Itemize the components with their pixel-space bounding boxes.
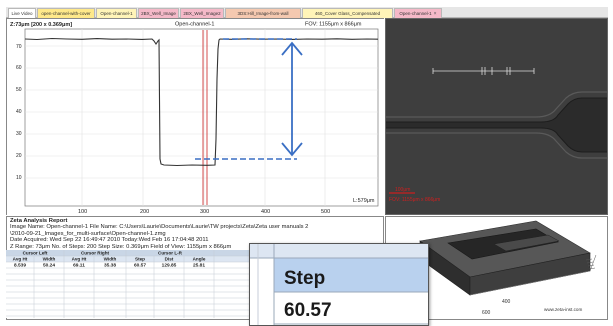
arrow-head-up [281, 41, 303, 56]
zoom-step-header: Step [284, 268, 325, 289]
report-date: Date Acquired: Wed Sep 22 16:49:47 2010 … [10, 237, 209, 243]
tab-label: 3DS:Hill_Image-from-wall [237, 11, 289, 16]
column-header: Width [43, 257, 56, 262]
y-tick-label: 30 [16, 131, 22, 137]
tab-label: 460_Cover Glass_Compensated [314, 11, 381, 16]
plot-title: Open-channel-1 [175, 22, 214, 28]
axis-tick-400: 400 [502, 299, 511, 305]
report-image-name: Image Name: Open-channel-1 File Name: C:… [10, 224, 309, 230]
microscope-image: 100μm FOV: 1155μm x 866μm [386, 19, 607, 214]
x-tick-label: 400 [261, 209, 270, 215]
column-header: Avg Ht [13, 257, 28, 262]
plot-area [24, 28, 379, 207]
x-gridlines [81, 29, 326, 206]
tab-open-channel-1-active[interactable]: Open-channel-1 × [394, 8, 442, 18]
column-header: Avg Ht [72, 257, 87, 262]
scale-label: 100μm [395, 187, 410, 193]
y-gridlines [25, 45, 378, 179]
y-tick-labels: 70 60 50 40 30 20 10 [16, 44, 22, 181]
tab-label: open-channel-with-cover [41, 11, 91, 16]
table-cell: 50.24 [43, 263, 55, 269]
tab-open-channel-with-cover[interactable]: open-channel-with-cover [37, 8, 95, 18]
microscope-image-panel: 100μm FOV: 1155μm x 866μm [385, 18, 608, 215]
report-title: Zeta Analysis Report [10, 218, 68, 224]
table-cell: 8.539 [14, 263, 26, 269]
length-label: L:579μm [353, 198, 375, 204]
document-tab-strip: Live Video open-channel-with-cover Open-… [6, 7, 608, 18]
x-tick-label: 100 [78, 209, 87, 215]
column-header: Angle [193, 257, 206, 262]
report-z-range: Z Range: 73μm No. of Steps: 200 Step Siz… [10, 243, 232, 250]
tab-label: 2BX_Well_Image [141, 11, 176, 16]
tab-label: Open-channel-1 [100, 11, 133, 16]
tab-label: Open-channel-1 [399, 11, 432, 16]
report-file-path: \2010-09-21_Images_for_multi-surface\Ope… [10, 230, 166, 237]
micro-fov-label: FOV: 1155μm x 866μm [389, 197, 440, 203]
z-range-label: Z:73μm [200 x 0.369μm] [10, 22, 72, 28]
step-zoom-callout: Step 60.57 [249, 243, 429, 326]
table-cell: 69.11 [73, 263, 85, 269]
table-cell: 129.85 [162, 263, 177, 269]
column-header: Width [104, 257, 117, 262]
tab-live-video[interactable]: Live Video [8, 8, 36, 18]
close-icon[interactable]: × [433, 11, 437, 17]
results-table: Cursor Left Cursor Right Cursor L-R Avg … [6, 250, 258, 318]
tab-open-channel-1[interactable]: Open-channel-1 [96, 8, 137, 18]
y-tick-label: 20 [16, 153, 22, 159]
zoom-step-value: 60.57 [284, 300, 332, 321]
group-header-cursor-right: Cursor Right [81, 251, 110, 256]
table-cell: 60.57 [134, 263, 146, 269]
x-tick-labels: 100 200 300 400 500 [78, 209, 330, 215]
profile-plot-panel: Z:73μm [200 x 0.369μm] Open-channel-1 FO… [6, 18, 385, 216]
column-header: Dist [165, 257, 174, 262]
tab-label: 2BX_Well_Image2 [183, 11, 221, 16]
group-header-cursor-lr: Cursor L-R [158, 251, 183, 256]
group-header-cursor-left: Cursor Left [23, 251, 48, 256]
table-cell: 25.81 [193, 263, 205, 269]
x-tick-label: 500 [321, 209, 330, 215]
fov-label: FOV: 1155μm x 866μm [305, 22, 362, 28]
profile-plot-svg: Z:73μm [200 x 0.369μm] Open-channel-1 FO… [7, 19, 385, 216]
tab-cover-glass-compensated[interactable]: 460_Cover Glass_Compensated [302, 8, 393, 18]
y-tick-label: 70 [16, 44, 22, 50]
arrow-head-down [281, 142, 303, 157]
zeta-url-watermark: www.zeta-inst.com [544, 307, 582, 312]
channel-feature [386, 97, 607, 153]
zoom-table: Step 60.57 [250, 244, 428, 325]
y-tick-label: 60 [16, 65, 22, 71]
tab-2bx-well-image2[interactable]: 2BX_Well_Image2 [180, 8, 224, 18]
y-tick-label: 40 [16, 109, 22, 115]
x-tick-label: 300 [200, 209, 209, 215]
y-tick-label: 50 [16, 87, 22, 93]
column-header: Step [135, 257, 145, 262]
tab-2bx-well-image[interactable]: 2BX_Well_Image [138, 8, 179, 18]
y-tick-label: 10 [16, 175, 22, 181]
tab-3ds-hill-image[interactable]: 3DS:Hill_Image-from-wall [225, 8, 301, 18]
table-cell: 35.38 [104, 263, 116, 269]
x-tick-label: 200 [140, 209, 149, 215]
tab-label: Live Video [11, 11, 33, 16]
axis-tick-600: 600 [482, 310, 491, 316]
